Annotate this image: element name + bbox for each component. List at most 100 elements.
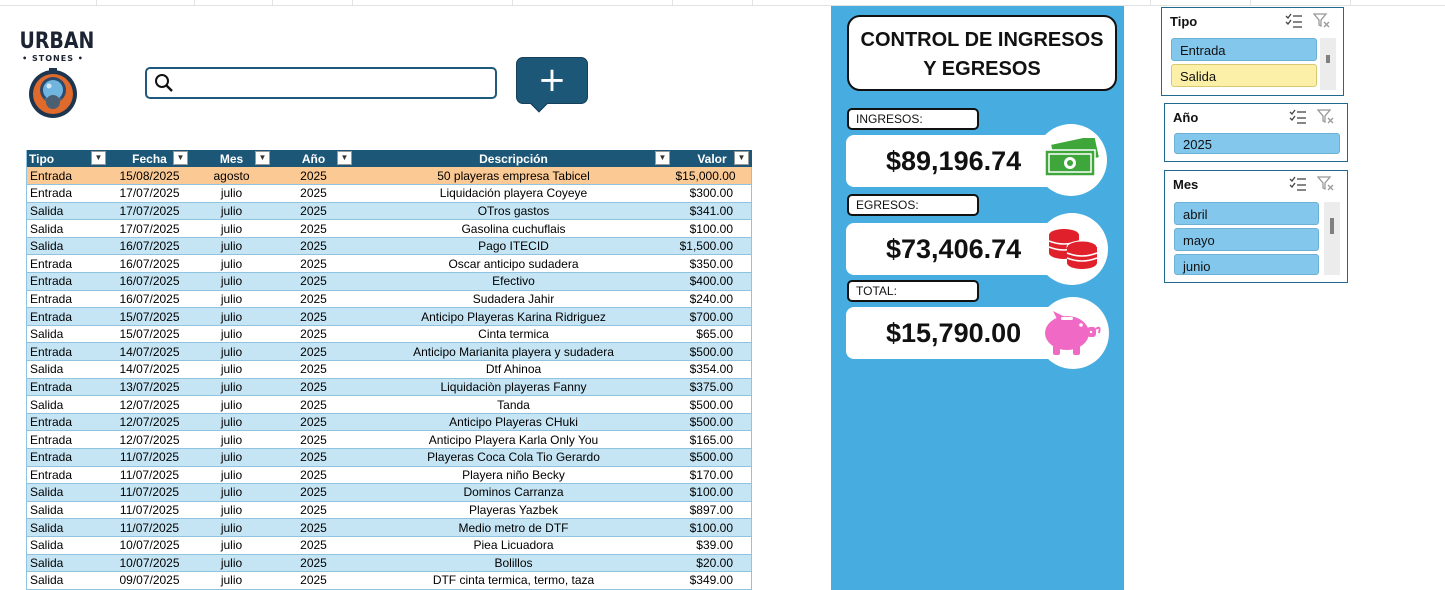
cell-fecha[interactable]: 12/07/2025 — [108, 395, 191, 414]
cell-descripcion[interactable]: Efectivo — [354, 272, 673, 291]
table-row[interactable]: Entrada 11/07/2025 julio 2025 Playera niño B… — [26, 466, 752, 485]
cell-mes[interactable]: julio — [190, 378, 273, 397]
cell-valor[interactable]: $375.00 — [672, 378, 752, 397]
cell-descripcion[interactable]: Tanda — [354, 395, 673, 414]
cell-anio[interactable]: 2025 — [272, 254, 355, 274]
cell-descripcion[interactable]: Playeras Yazbek — [354, 501, 673, 520]
cell-descripcion[interactable]: Playera niño Becky — [354, 466, 673, 485]
cell-mes[interactable]: julio — [190, 342, 273, 362]
slicer-item-abril[interactable]: abril — [1174, 202, 1319, 225]
cell-valor[interactable]: $240.00 — [672, 290, 752, 309]
cell-fecha[interactable]: 10/07/2025 — [108, 536, 191, 555]
cell-descripcion[interactable]: Gasolina cuchuflais — [354, 219, 673, 238]
cell-anio[interactable]: 2025 — [272, 307, 355, 326]
cell-fecha[interactable]: 11/07/2025 — [108, 466, 191, 485]
cell-anio[interactable]: 2025 — [272, 466, 355, 485]
cell-valor[interactable]: $165.00 — [672, 430, 752, 449]
cell-tipo[interactable]: Salida — [26, 571, 109, 590]
slicer-item-junio[interactable]: junio — [1174, 254, 1319, 275]
table-row[interactable]: Salida 11/07/2025 julio 2025 Medio metro de … — [26, 518, 752, 537]
cell-anio[interactable]: 2025 — [272, 518, 355, 537]
cell-tipo[interactable]: Entrada — [26, 342, 109, 362]
cell-mes[interactable]: julio — [190, 501, 273, 520]
cell-fecha[interactable]: 15/07/2025 — [108, 325, 191, 344]
table-row[interactable]: Salida 11/07/2025 julio 2025 Dominos Carranz… — [26, 483, 752, 502]
cell-mes[interactable]: julio — [190, 466, 273, 485]
multi-select-icon[interactable] — [1289, 109, 1307, 130]
cell-mes[interactable]: julio — [190, 237, 273, 256]
cell-fecha[interactable]: 15/07/2025 — [108, 307, 191, 326]
cell-fecha[interactable]: 17/07/2025 — [108, 184, 191, 203]
cell-valor[interactable]: $500.00 — [672, 413, 752, 432]
cell-tipo[interactable]: Entrada — [26, 448, 109, 467]
search-box[interactable] — [145, 67, 497, 99]
cell-valor[interactable]: $170.00 — [672, 466, 752, 485]
cell-anio[interactable]: 2025 — [272, 430, 355, 449]
cell-mes[interactable]: julio — [190, 554, 273, 573]
clear-filter-icon[interactable] — [1316, 176, 1335, 197]
column-header-mes[interactable]: Mes ▼ — [190, 150, 273, 167]
cell-tipo[interactable]: Salida — [26, 501, 109, 520]
slicer-item-salida[interactable]: Salida — [1171, 64, 1317, 87]
filter-dropdown-icon[interactable]: ▼ — [91, 151, 106, 165]
table-row[interactable]: Entrada 14/07/2025 julio 2025 Anticipo Maria… — [26, 342, 752, 362]
cell-valor[interactable]: $500.00 — [672, 395, 752, 414]
cell-mes[interactable]: julio — [190, 518, 273, 537]
cell-mes[interactable]: julio — [190, 395, 273, 414]
cell-valor[interactable]: $39.00 — [672, 536, 752, 555]
cell-anio[interactable]: 2025 — [272, 448, 355, 467]
cell-fecha[interactable]: 11/07/2025 — [108, 448, 191, 467]
filter-dropdown-icon[interactable]: ▼ — [734, 151, 749, 165]
multi-select-icon[interactable] — [1285, 13, 1303, 34]
cell-descripcion[interactable]: Dominos Carranza — [354, 483, 673, 502]
table-row[interactable]: Salida 09/07/2025 julio 2025 DTF cinta termi… — [26, 571, 752, 590]
cell-anio[interactable]: 2025 — [272, 272, 355, 291]
cell-tipo[interactable]: Entrada — [26, 378, 109, 397]
cell-anio[interactable]: 2025 — [272, 325, 355, 344]
cell-descripcion[interactable]: Medio metro de DTF — [354, 518, 673, 537]
table-row[interactable]: Entrada 15/08/2025 agosto 2025 50 playeras e… — [26, 167, 752, 186]
table-row[interactable]: Entrada 16/07/2025 julio 2025 Efectivo $400.0… — [26, 272, 752, 291]
table-row[interactable]: Salida 15/07/2025 julio 2025 Cinta termica $6… — [26, 325, 752, 344]
cell-anio[interactable]: 2025 — [272, 237, 355, 256]
cell-anio[interactable]: 2025 — [272, 167, 355, 186]
cell-valor[interactable]: $100.00 — [672, 219, 752, 238]
table-row[interactable]: Entrada 16/07/2025 julio 2025 Oscar anticipo… — [26, 254, 752, 274]
table-row[interactable]: Entrada 17/07/2025 julio 2025 Liquidación pl… — [26, 184, 752, 203]
cell-valor[interactable]: $500.00 — [672, 448, 752, 467]
cell-anio[interactable]: 2025 — [272, 483, 355, 502]
filter-dropdown-icon[interactable]: ▼ — [655, 151, 670, 165]
cell-fecha[interactable]: 15/08/2025 — [108, 167, 191, 186]
table-row[interactable]: Entrada 11/07/2025 julio 2025 Playeras Coca … — [26, 448, 752, 467]
cell-tipo[interactable]: Entrada — [26, 307, 109, 326]
clear-filter-icon[interactable] — [1312, 13, 1331, 34]
cell-fecha[interactable]: 09/07/2025 — [108, 571, 191, 590]
cell-tipo[interactable]: Entrada — [26, 272, 109, 291]
cell-mes[interactable]: julio — [190, 571, 273, 590]
cell-descripcion[interactable]: Piea Licuadora — [354, 536, 673, 555]
cell-valor[interactable]: $341.00 — [672, 202, 752, 221]
table-row[interactable]: Salida 17/07/2025 julio 2025 OTros gastos $34… — [26, 202, 752, 221]
cell-valor[interactable]: $1,500.00 — [672, 237, 752, 256]
cell-valor[interactable]: $354.00 — [672, 360, 752, 379]
cell-anio[interactable]: 2025 — [272, 413, 355, 432]
cell-fecha[interactable]: 12/07/2025 — [108, 430, 191, 449]
cell-tipo[interactable]: Entrada — [26, 167, 109, 186]
add-record-button[interactable]: + — [516, 57, 588, 113]
search-input[interactable] — [179, 72, 489, 94]
clear-filter-icon[interactable] — [1316, 109, 1335, 130]
cell-valor[interactable]: $300.00 — [672, 184, 752, 203]
cell-anio[interactable]: 2025 — [272, 554, 355, 573]
cell-tipo[interactable]: Salida — [26, 325, 109, 344]
cell-anio[interactable]: 2025 — [272, 290, 355, 309]
table-row[interactable]: Entrada 12/07/2025 julio 2025 Anticipo Playe… — [26, 430, 752, 449]
cell-mes[interactable]: julio — [190, 202, 273, 221]
cell-descripcion[interactable]: Oscar anticipo sudadera — [354, 254, 673, 274]
cell-mes[interactable]: julio — [190, 536, 273, 555]
cell-mes[interactable]: julio — [190, 448, 273, 467]
column-header-fecha[interactable]: Fecha ▼ — [108, 150, 191, 167]
cell-mes[interactable]: julio — [190, 184, 273, 203]
table-row[interactable]: Entrada 13/07/2025 julio 2025 Liquidaciòn pl… — [26, 378, 752, 397]
slicer-item-mayo[interactable]: mayo — [1174, 228, 1319, 251]
cell-tipo[interactable]: Salida — [26, 554, 109, 573]
